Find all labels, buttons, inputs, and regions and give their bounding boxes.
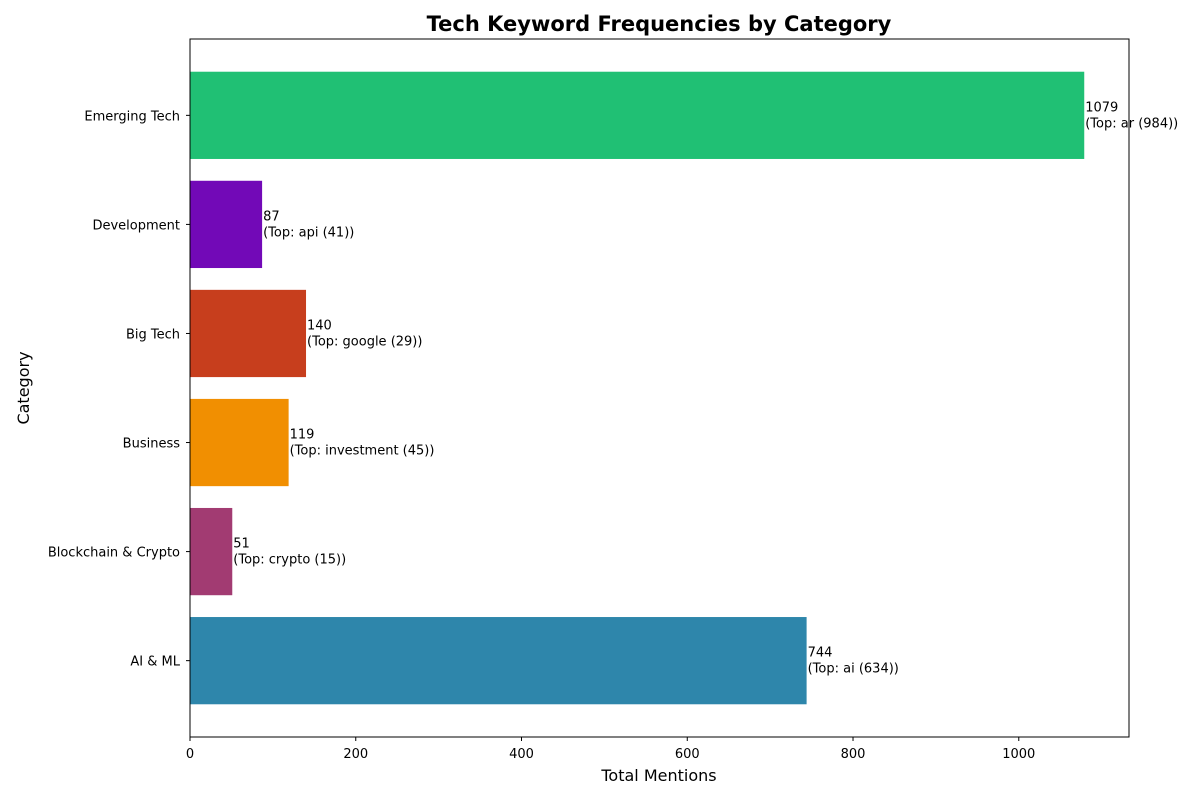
x-axis-title: Total Mentions (600, 766, 716, 785)
plot-frame (189, 38, 1130, 738)
y-axis: AI & ML Blockchain & Crypto Business Big Te… (48, 109, 190, 670)
bar-value-label: 1079 (1085, 100, 1118, 115)
bar-value-label: 119 (290, 428, 315, 443)
y-axis-title: Category (14, 351, 33, 424)
bar-top-keyword-label: (Top: crypto (15)) (233, 553, 346, 568)
plot-area: 744(Top: ai (634)) 51(Top: crypto (15)) 11… (190, 71, 1178, 705)
bar (190, 180, 263, 269)
x-tick-label: 400 (509, 747, 534, 762)
bar (190, 507, 233, 596)
y-tick-label: Blockchain & Crypto (48, 546, 180, 561)
chart-title: Tech Keyword Frequencies by Category (427, 12, 892, 36)
bar-value-label: 140 (307, 318, 332, 333)
x-tick-label: 800 (841, 747, 866, 762)
bar (190, 71, 1085, 159)
bar-top-keyword-label: (Top: api (41)) (263, 225, 354, 240)
bar-top-keyword-label: (Top: ar (984)) (1085, 116, 1178, 131)
y-tick-label: Big Tech (126, 327, 180, 342)
bar (190, 289, 307, 378)
y-tick-label: AI & ML (130, 655, 180, 670)
bar (190, 617, 807, 705)
x-axis: 0 200 400 600 800 1000 (186, 737, 1035, 762)
bar-value-label: 744 (808, 646, 833, 661)
x-tick-label: 0 (186, 747, 194, 762)
bar-top-keyword-label: (Top: investment (45)) (290, 444, 435, 459)
x-tick-label: 1000 (1002, 747, 1035, 762)
y-tick-label: Emerging Tech (84, 109, 180, 124)
y-tick-label: Business (123, 437, 181, 452)
x-tick-label: 600 (675, 747, 700, 762)
bar-value-label: 51 (233, 537, 250, 552)
bar (190, 398, 289, 487)
x-tick-label: 200 (343, 747, 368, 762)
bar-top-keyword-label: (Top: google (29)) (307, 334, 422, 349)
bar-top-keyword-label: (Top: ai (634)) (808, 662, 899, 677)
bar-value-label: 87 (263, 209, 280, 224)
y-tick-label: Development (92, 218, 180, 233)
